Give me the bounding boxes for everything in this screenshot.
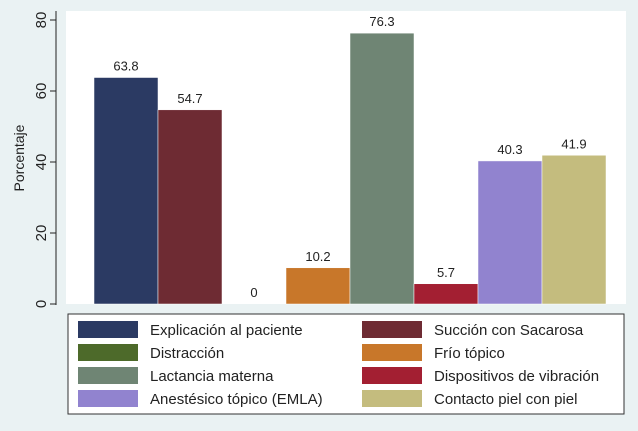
legend-label: Succión con Sacarosa [434, 322, 584, 339]
legend-label: Explicación al paciente [150, 322, 303, 339]
legend-swatch [362, 344, 422, 361]
bar [477, 160, 543, 305]
legend-swatch [362, 321, 422, 338]
y-tick-label: 20 [33, 225, 50, 242]
bar-value-label: 10.2 [305, 249, 330, 264]
bar [349, 32, 415, 305]
legend-swatch [78, 390, 138, 407]
bar [541, 155, 607, 305]
legend-swatch [78, 344, 138, 361]
legend-label: Anestésico tópico (EMLA) [150, 391, 323, 408]
bar-value-label: 0 [250, 285, 257, 300]
bar-value-label: 63.8 [113, 59, 138, 74]
bar [157, 109, 223, 305]
bar-value-label: 41.9 [561, 136, 586, 151]
y-tick-label: 80 [33, 12, 50, 29]
bar [285, 267, 351, 305]
y-axis-title: Porcentaje [11, 124, 27, 191]
legend-label: Lactancia materna [150, 368, 274, 385]
legend-label: Contacto piel con piel [434, 391, 577, 408]
legend-label: Distracción [150, 345, 224, 362]
y-tick-label: 0 [33, 300, 50, 308]
y-tick-label: 40 [33, 154, 50, 171]
bar-value-label: 5.7 [437, 265, 455, 280]
bar-value-label: 54.7 [177, 91, 202, 106]
legend-swatch [362, 390, 422, 407]
y-tick-label: 60 [33, 83, 50, 100]
legend-swatch [78, 367, 138, 384]
legend-swatch [362, 367, 422, 384]
legend-label: Frío tópico [434, 345, 505, 362]
bar-value-label: 76.3 [369, 14, 394, 29]
legend-label: Dispositivos de vibración [434, 368, 599, 385]
legend-box [67, 313, 625, 415]
legend-swatch [78, 321, 138, 338]
bar-value-label: 40.3 [497, 142, 522, 157]
bar [413, 283, 479, 305]
bar [93, 77, 159, 305]
